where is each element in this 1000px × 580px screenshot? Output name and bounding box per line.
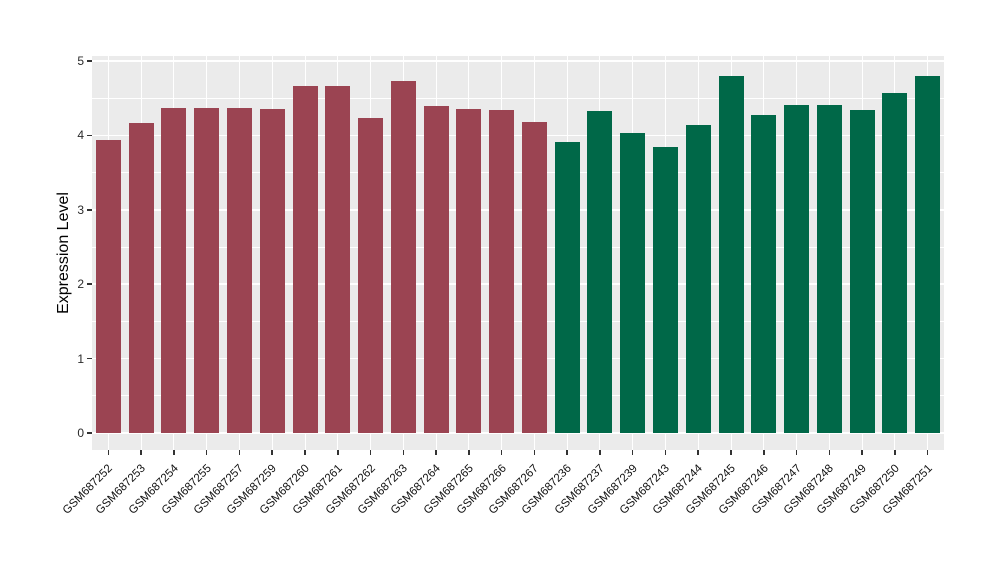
- y-tick-label: 2: [77, 277, 84, 292]
- minor-gridline: [92, 246, 944, 248]
- bar-GSM687259: [259, 109, 285, 433]
- x-tick-mark: [435, 450, 437, 455]
- bar-GSM687251: [915, 75, 941, 433]
- plot-panel: [92, 56, 944, 450]
- major-gridline: [92, 432, 944, 434]
- x-tick-mark: [173, 450, 175, 455]
- bar-GSM687236: [554, 142, 580, 433]
- x-tick-mark: [730, 450, 732, 455]
- x-tick-mark: [500, 450, 503, 455]
- major-gridline: [92, 209, 944, 211]
- x-tick-mark: [402, 450, 405, 455]
- x-tick-mark: [566, 450, 568, 455]
- bar-GSM687267: [521, 122, 547, 433]
- x-tick-mark: [926, 450, 929, 455]
- x-tick-mark: [238, 450, 241, 455]
- bar-GSM687260: [292, 85, 318, 433]
- bar-GSM687262: [358, 118, 384, 433]
- y-tick-mark: [87, 209, 92, 211]
- bar-GSM687250: [882, 92, 908, 433]
- bar-GSM687249: [849, 110, 875, 433]
- minor-gridline: [92, 172, 944, 173]
- x-tick-mark: [369, 450, 372, 455]
- x-tick-mark: [205, 450, 208, 455]
- minor-gridline: [92, 395, 944, 397]
- x-tick-mark: [861, 450, 863, 455]
- bar-GSM687264: [423, 106, 449, 433]
- x-tick-mark: [664, 450, 667, 455]
- y-tick-label: 4: [77, 128, 84, 143]
- y-tick-label: 5: [77, 54, 84, 68]
- x-tick-mark: [828, 450, 831, 455]
- x-tick-mark: [599, 450, 601, 455]
- bar-GSM687237: [587, 110, 613, 433]
- y-tick-mark: [87, 283, 92, 285]
- x-tick-mark: [468, 450, 470, 455]
- bar-GSM687246: [751, 115, 777, 433]
- y-tick-mark: [87, 60, 92, 62]
- bar-GSM687254: [161, 107, 187, 433]
- x-tick-mark: [894, 450, 896, 455]
- x-tick-mark: [107, 450, 110, 455]
- bar-GSM687243: [652, 146, 678, 433]
- major-gridline: [92, 357, 944, 360]
- y-tick-label: 1: [77, 351, 84, 366]
- y-tick-label: 3: [77, 202, 84, 217]
- y-tick-mark: [87, 432, 92, 434]
- minor-gridline: [92, 97, 944, 99]
- bar-GSM687239: [620, 133, 646, 433]
- bar-GSM687266: [489, 110, 515, 433]
- x-tick-mark: [631, 450, 634, 455]
- bar-GSM687255: [194, 107, 220, 433]
- y-axis-title: Expression Level: [55, 192, 72, 314]
- bar-GSM687248: [816, 104, 842, 433]
- bar-GSM687261: [325, 85, 351, 433]
- x-tick-mark: [795, 450, 798, 455]
- bar-GSM687244: [685, 124, 711, 433]
- bar-GSM687247: [784, 104, 810, 433]
- bar-GSM687245: [718, 75, 744, 433]
- bar-GSM687263: [390, 81, 416, 433]
- major-gridline: [92, 60, 944, 62]
- bar-GSM687253: [128, 122, 154, 433]
- x-tick-mark: [337, 450, 339, 455]
- x-tick-mark: [271, 450, 273, 455]
- major-gridline: [92, 283, 944, 285]
- bar-GSM687257: [226, 107, 252, 433]
- minor-gridline: [92, 321, 944, 322]
- bar-GSM687252: [95, 139, 121, 433]
- major-gridline: [92, 134, 944, 137]
- y-tick-mark: [87, 357, 92, 360]
- x-tick-mark: [697, 450, 699, 455]
- bar-GSM687265: [456, 109, 482, 433]
- y-tick-mark: [87, 134, 92, 137]
- x-tick-mark: [763, 450, 765, 455]
- x-tick-mark: [304, 450, 306, 455]
- x-tick-mark: [533, 450, 536, 455]
- y-tick-label: 0: [77, 426, 84, 440]
- x-tick-mark: [140, 450, 142, 455]
